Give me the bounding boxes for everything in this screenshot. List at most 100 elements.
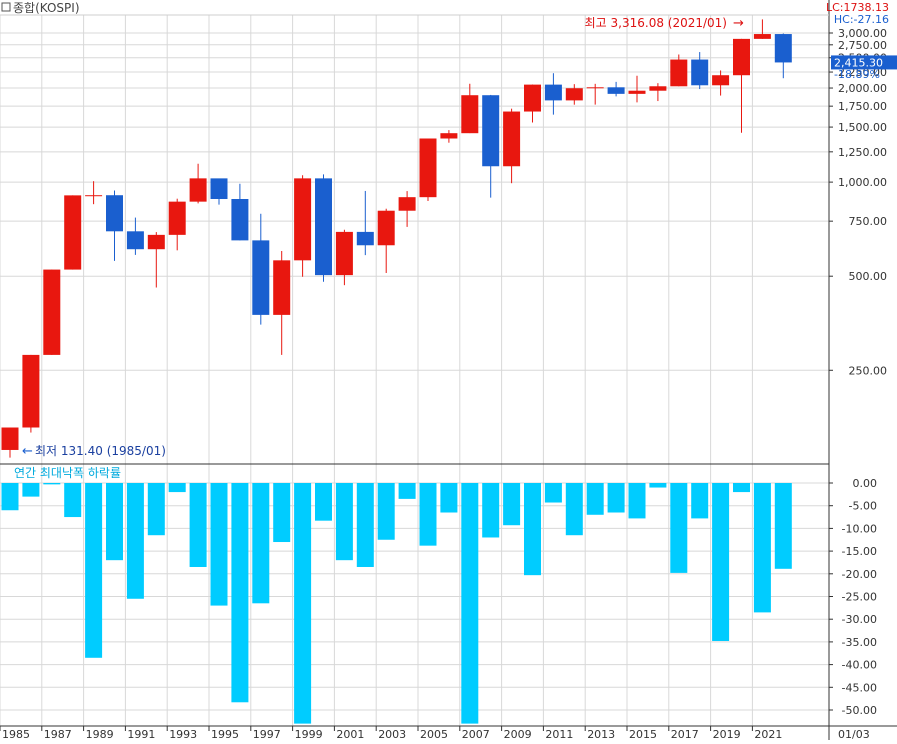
drawdown-bar: [168, 483, 186, 493]
candle-body: [419, 138, 437, 198]
subchart-title: 연간 최대낙폭 하락률: [14, 466, 121, 480]
x-tick-label: 1993: [169, 728, 197, 740]
x-end-label: 01/03: [838, 728, 870, 740]
y-tick-label: 0.00: [853, 477, 878, 490]
candle-body: [377, 210, 395, 246]
drawdown-bar: [586, 483, 604, 515]
y-tick-label: -40.00: [842, 659, 877, 672]
candle-body: [168, 201, 186, 235]
candle-body: [356, 231, 374, 246]
drawdown-bar: [544, 483, 562, 503]
x-tick-label: 1989: [86, 728, 114, 740]
y-tick-label: 1,000.00: [838, 176, 887, 189]
current-change: -18.89%: [834, 68, 880, 81]
y-tick-label: 3,000.00: [838, 27, 887, 40]
y-tick-label: -35.00: [842, 636, 877, 649]
x-tick-label: 1991: [127, 728, 155, 740]
drawdown-bar: [356, 483, 374, 567]
x-tick-label: 2017: [671, 728, 699, 740]
high-arrow-icon: →: [733, 16, 744, 31]
chart-title: 종합(KOSPI): [13, 1, 80, 15]
candle-body: [461, 95, 479, 134]
x-tick-label: 1995: [211, 728, 239, 740]
drawdown-bar: [1, 483, 19, 511]
drawdown-bar: [85, 483, 103, 658]
x-tick-label: 2015: [629, 728, 657, 740]
candle-body: [774, 34, 792, 63]
y-tick-label: -25.00: [842, 591, 877, 604]
candle-body: [649, 86, 667, 91]
drawdown-bar: [649, 483, 667, 488]
drawdown-bar: [106, 483, 123, 561]
candle-body: [189, 178, 207, 202]
drawdown-bar: [691, 483, 709, 519]
drawdown-bar: [503, 483, 521, 526]
y-tick-label: 2,750.00: [838, 39, 887, 52]
drawdown-bar: [22, 483, 40, 497]
candle-body: [733, 38, 750, 76]
drawdown-bar: [774, 483, 792, 569]
drawdown-bar: [628, 483, 646, 519]
drawdown-bar: [377, 483, 395, 540]
candle-body: [210, 178, 228, 200]
x-tick-label: 2003: [378, 728, 406, 740]
high-annotation: 최고 3,316.08 (2021/01): [585, 16, 727, 30]
y-tick-label: -5.00: [849, 500, 877, 513]
candle-body: [1, 427, 19, 450]
x-tick-label: 1987: [44, 728, 72, 740]
candle-body: [273, 260, 291, 315]
candle-body: [294, 178, 312, 261]
y-tick-label: 2,000.00: [838, 82, 887, 95]
drawdown-bar: [482, 483, 500, 538]
candlestick-series: [1, 19, 792, 458]
drawdown-bar: [419, 483, 437, 546]
y-tick-label: -45.00: [842, 681, 877, 694]
drawdown-bar: [607, 483, 625, 513]
candle-body: [565, 88, 583, 101]
y-tick-label: -20.00: [842, 568, 877, 581]
candle-body: [712, 75, 730, 86]
drawdown-bar: [712, 483, 730, 641]
candle-body: [315, 178, 332, 276]
drawdown-bar-series: [1, 483, 792, 724]
candle-body: [670, 59, 688, 87]
y-tick-label: -50.00: [842, 704, 877, 717]
drawdown-bar: [294, 483, 312, 724]
x-tick-label: 2005: [420, 728, 448, 740]
candle-body: [147, 234, 165, 250]
candle-body: [22, 354, 40, 428]
current-price: 2,415.30: [834, 56, 883, 69]
candle-body: [106, 195, 123, 232]
y-tick-label: 500.00: [849, 270, 888, 283]
drawdown-bar: [440, 483, 458, 513]
current-price-tag: 2,415.30 -18.89%: [831, 55, 897, 81]
y-tick-label: 1,250.00: [838, 146, 887, 159]
candle-body: [398, 197, 416, 211]
candle-body: [335, 231, 353, 276]
candle-body: [691, 59, 709, 86]
drawdown-bar: [461, 483, 479, 724]
candle-body: [43, 269, 61, 355]
drawdown-bar: [64, 483, 82, 518]
x-tick-label: 2007: [462, 728, 490, 740]
candle-body: [252, 240, 270, 315]
candle-body: [231, 199, 249, 241]
title-marker-icon: [1, 2, 11, 12]
drawdown-bar: [524, 483, 541, 576]
x-tick-label: 2021: [754, 728, 782, 740]
y-tick-label: -10.00: [842, 522, 877, 535]
candle-body: [126, 231, 144, 250]
y-tick-label: 750.00: [849, 215, 888, 228]
drawdown-bar: [126, 483, 144, 599]
drawdown-bar: [189, 483, 207, 567]
candle-body: [607, 87, 625, 94]
drawdown-bar: [670, 483, 688, 573]
y-tick-label: 1,750.00: [838, 100, 887, 113]
drawdown-bar: [210, 483, 228, 606]
x-tick-label: 2019: [713, 728, 741, 740]
drawdown-bar: [252, 483, 270, 604]
low-annotation: 최저 131.40 (1985/01): [35, 444, 166, 458]
